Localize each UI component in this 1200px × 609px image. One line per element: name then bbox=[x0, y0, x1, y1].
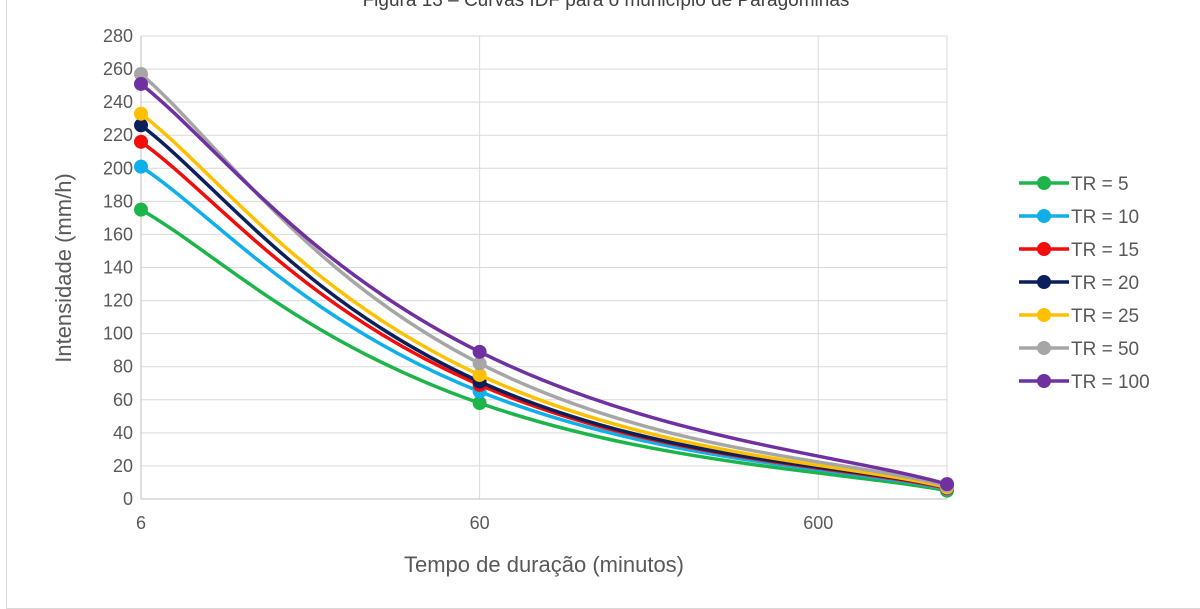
chart-frame: Figura 13 – Curvas IDF para o município … bbox=[6, 0, 1200, 609]
legend: TR = 5 TR = 10 TR = 15 TR = 20 TR = 25 TR = 5… bbox=[1019, 174, 1150, 393]
legend-marker bbox=[1037, 374, 1051, 388]
chart-title: Figura 13 – Curvas IDF para o município … bbox=[363, 0, 850, 11]
y-tick-label: 180 bbox=[103, 191, 133, 211]
legend-label: TR = 5 bbox=[1071, 174, 1129, 195]
legend-marker bbox=[1037, 176, 1051, 190]
series-line-tr-10 bbox=[139, 164, 949, 491]
y-tick-label: 120 bbox=[103, 291, 133, 311]
data-point-tr-100 bbox=[134, 76, 148, 91]
y-tick-label: 240 bbox=[103, 92, 133, 112]
series-lines bbox=[134, 67, 954, 498]
legend-label: TR = 25 bbox=[1071, 306, 1139, 327]
y-axis-title: Intensidade (mm/h) bbox=[51, 173, 76, 363]
series-tr-20 bbox=[134, 118, 954, 495]
data-point-tr-100 bbox=[472, 344, 487, 359]
legend-entry-tr-15: TR = 15 bbox=[1019, 240, 1139, 261]
legend-label: TR = 50 bbox=[1071, 339, 1139, 360]
data-point-tr-50 bbox=[134, 67, 148, 82]
legend-label: TR = 15 bbox=[1071, 240, 1139, 261]
series-tr-5 bbox=[134, 202, 954, 498]
tick-labels: 0 20 40 60 80 100 120 140 160 180 200 220 240 260 280 6… bbox=[103, 26, 833, 533]
legend-marker bbox=[1037, 308, 1051, 322]
data-point-tr-15 bbox=[134, 134, 148, 149]
y-tick-label: 280 bbox=[103, 26, 133, 46]
legend-marker bbox=[1037, 209, 1051, 223]
series-tr-50 bbox=[134, 67, 954, 493]
y-tick-label: 260 bbox=[103, 59, 133, 79]
y-tick-label: 20 bbox=[113, 456, 133, 476]
y-tick-label: 220 bbox=[103, 125, 133, 145]
y-tick-label: 100 bbox=[103, 324, 133, 344]
y-tick-label: 140 bbox=[103, 258, 133, 278]
data-point-tr-50 bbox=[472, 356, 487, 371]
series-tr-100 bbox=[134, 76, 954, 492]
y-tick-label: 80 bbox=[113, 357, 133, 377]
legend-label: TR = 10 bbox=[1071, 207, 1139, 228]
data-point-tr-10 bbox=[134, 159, 148, 174]
legend-entry-tr-20: TR = 20 bbox=[1019, 273, 1139, 294]
legend-entry-tr-100: TR = 100 bbox=[1019, 372, 1150, 393]
x-tick-label: 6 bbox=[136, 513, 146, 533]
x-tick-label: 600 bbox=[803, 513, 833, 533]
legend-entry-tr-5: TR = 5 bbox=[1019, 174, 1129, 195]
data-point-tr-25 bbox=[472, 367, 487, 382]
data-point-tr-5 bbox=[472, 396, 487, 411]
legend-entry-tr-25: TR = 25 bbox=[1019, 306, 1139, 327]
legend-entry-tr-10: TR = 10 bbox=[1019, 207, 1139, 228]
y-tick-label: 40 bbox=[113, 423, 133, 443]
idf-line-chart: Figura 13 – Curvas IDF para o município … bbox=[51, 0, 1150, 577]
legend-label: TR = 20 bbox=[1071, 273, 1139, 294]
data-point-tr-100 bbox=[940, 477, 954, 492]
legend-label: TR = 100 bbox=[1071, 372, 1150, 393]
legend-marker bbox=[1037, 242, 1051, 256]
x-tick-label: 60 bbox=[470, 513, 490, 533]
series-tr-10 bbox=[134, 159, 954, 497]
data-point-tr-25 bbox=[134, 106, 148, 121]
series-tr-15 bbox=[134, 134, 954, 496]
legend-marker bbox=[1037, 275, 1051, 289]
data-point-tr-5 bbox=[134, 202, 148, 217]
x-axis-title: Tempo de duração (minutos) bbox=[404, 552, 684, 577]
legend-marker bbox=[1037, 341, 1051, 355]
data-point-tr-20 bbox=[134, 118, 148, 133]
series-line-tr-5 bbox=[139, 207, 949, 493]
gridlines bbox=[141, 35, 948, 499]
series-line-tr-15 bbox=[139, 140, 949, 491]
legend-entry-tr-50: TR = 50 bbox=[1019, 339, 1139, 360]
y-tick-label: 200 bbox=[103, 158, 133, 178]
y-tick-label: 60 bbox=[113, 390, 133, 410]
y-tick-label: 0 bbox=[123, 489, 133, 509]
y-tick-label: 160 bbox=[103, 224, 133, 244]
